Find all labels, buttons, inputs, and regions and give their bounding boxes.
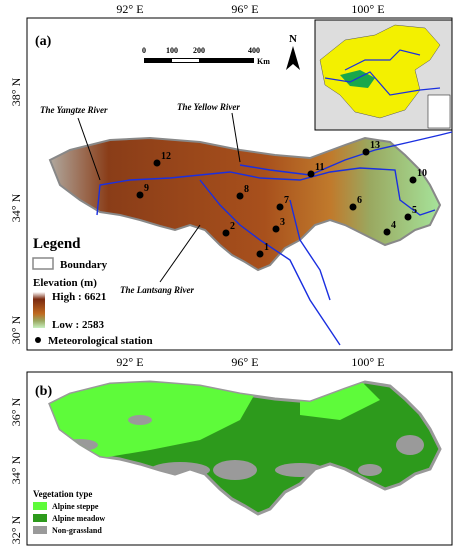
legend-item: Meteorological station — [48, 335, 153, 347]
legend-item: Elevation (m) — [33, 277, 97, 289]
station-label: 3 — [280, 217, 285, 228]
station-label: 2 — [230, 221, 235, 232]
river-label: The Yangtze River — [40, 105, 108, 115]
river-pointers — [77, 112, 241, 283]
station-marker — [276, 203, 284, 211]
station-marker — [404, 213, 412, 221]
river-label: The Lantsang River — [120, 285, 195, 295]
station-marker — [272, 225, 280, 233]
legend-item: Boundary — [60, 259, 108, 271]
station-marker — [307, 170, 315, 178]
scale-bar: 0 100 200 400 Km — [142, 46, 270, 66]
station-marker — [383, 228, 391, 236]
station-marker — [153, 159, 161, 167]
station-label: 11 — [315, 162, 324, 173]
station-label: 8 — [244, 184, 249, 195]
lon-tick-label: 92° E — [116, 355, 143, 369]
station-marker — [222, 229, 230, 237]
lat-tick-label: 30° N — [9, 315, 23, 344]
station-marker — [349, 203, 357, 211]
lat-tick-label: 38° N — [9, 77, 23, 106]
station-label: 10 — [417, 168, 427, 179]
station-label: 6 — [357, 195, 362, 206]
station-marker — [136, 191, 144, 199]
station-label: 5 — [412, 205, 417, 216]
station-marker — [409, 176, 417, 184]
legend-item: Alpine steppe — [52, 502, 99, 511]
legend-item: Non-grassland — [52, 526, 102, 535]
north-arrow: N — [286, 33, 300, 70]
scale-label: 400 — [248, 46, 260, 55]
lat-tick-label: 36° N — [9, 397, 23, 426]
lat-tick-label: 32° N — [9, 515, 23, 544]
lon-tick-label: 100° E — [351, 2, 384, 16]
station-label: 12 — [161, 151, 171, 162]
vegetation-patches — [50, 382, 424, 480]
lon-tick-label: 96° E — [231, 355, 258, 369]
lon-tick-label: 96° E — [231, 2, 258, 16]
scale-unit: Km — [257, 57, 270, 66]
station-marker — [256, 250, 264, 258]
legend-item: Alpine meadow — [52, 514, 105, 523]
river-label: The Yellow River — [177, 102, 240, 112]
panel-label: (b) — [35, 384, 52, 399]
station-label: 7 — [284, 195, 289, 206]
legend-title: Vegetation type — [33, 489, 92, 499]
lat-tick-label: 34° N — [9, 193, 23, 222]
scale-label: 0 — [142, 46, 146, 55]
station-label: 1 — [264, 242, 269, 253]
panel-label: (a) — [35, 34, 52, 49]
legend-title: Legend — [33, 236, 81, 252]
north-label: N — [289, 33, 297, 45]
inset-map — [314, 19, 453, 131]
legend-item: High : 6621 — [52, 291, 106, 303]
station-label: 13 — [370, 140, 380, 151]
lon-tick-label: 100° E — [351, 355, 384, 369]
legend: Legend Boundary Elevation (m) High : 662… — [32, 236, 153, 347]
scale-label: 200 — [193, 46, 205, 55]
station-marker — [236, 192, 244, 200]
station-label: 9 — [144, 183, 149, 194]
lon-tick-label: 92° E — [116, 2, 143, 16]
legend-item: Low : 2583 — [52, 319, 104, 331]
lat-tick-label: 34° N — [9, 455, 23, 484]
rivers — [96, 131, 453, 346]
station-marker — [362, 148, 370, 156]
legend: Vegetation type Alpine steppe Alpine mea… — [33, 489, 105, 535]
station-label: 4 — [391, 220, 396, 231]
scale-label: 100 — [166, 46, 178, 55]
